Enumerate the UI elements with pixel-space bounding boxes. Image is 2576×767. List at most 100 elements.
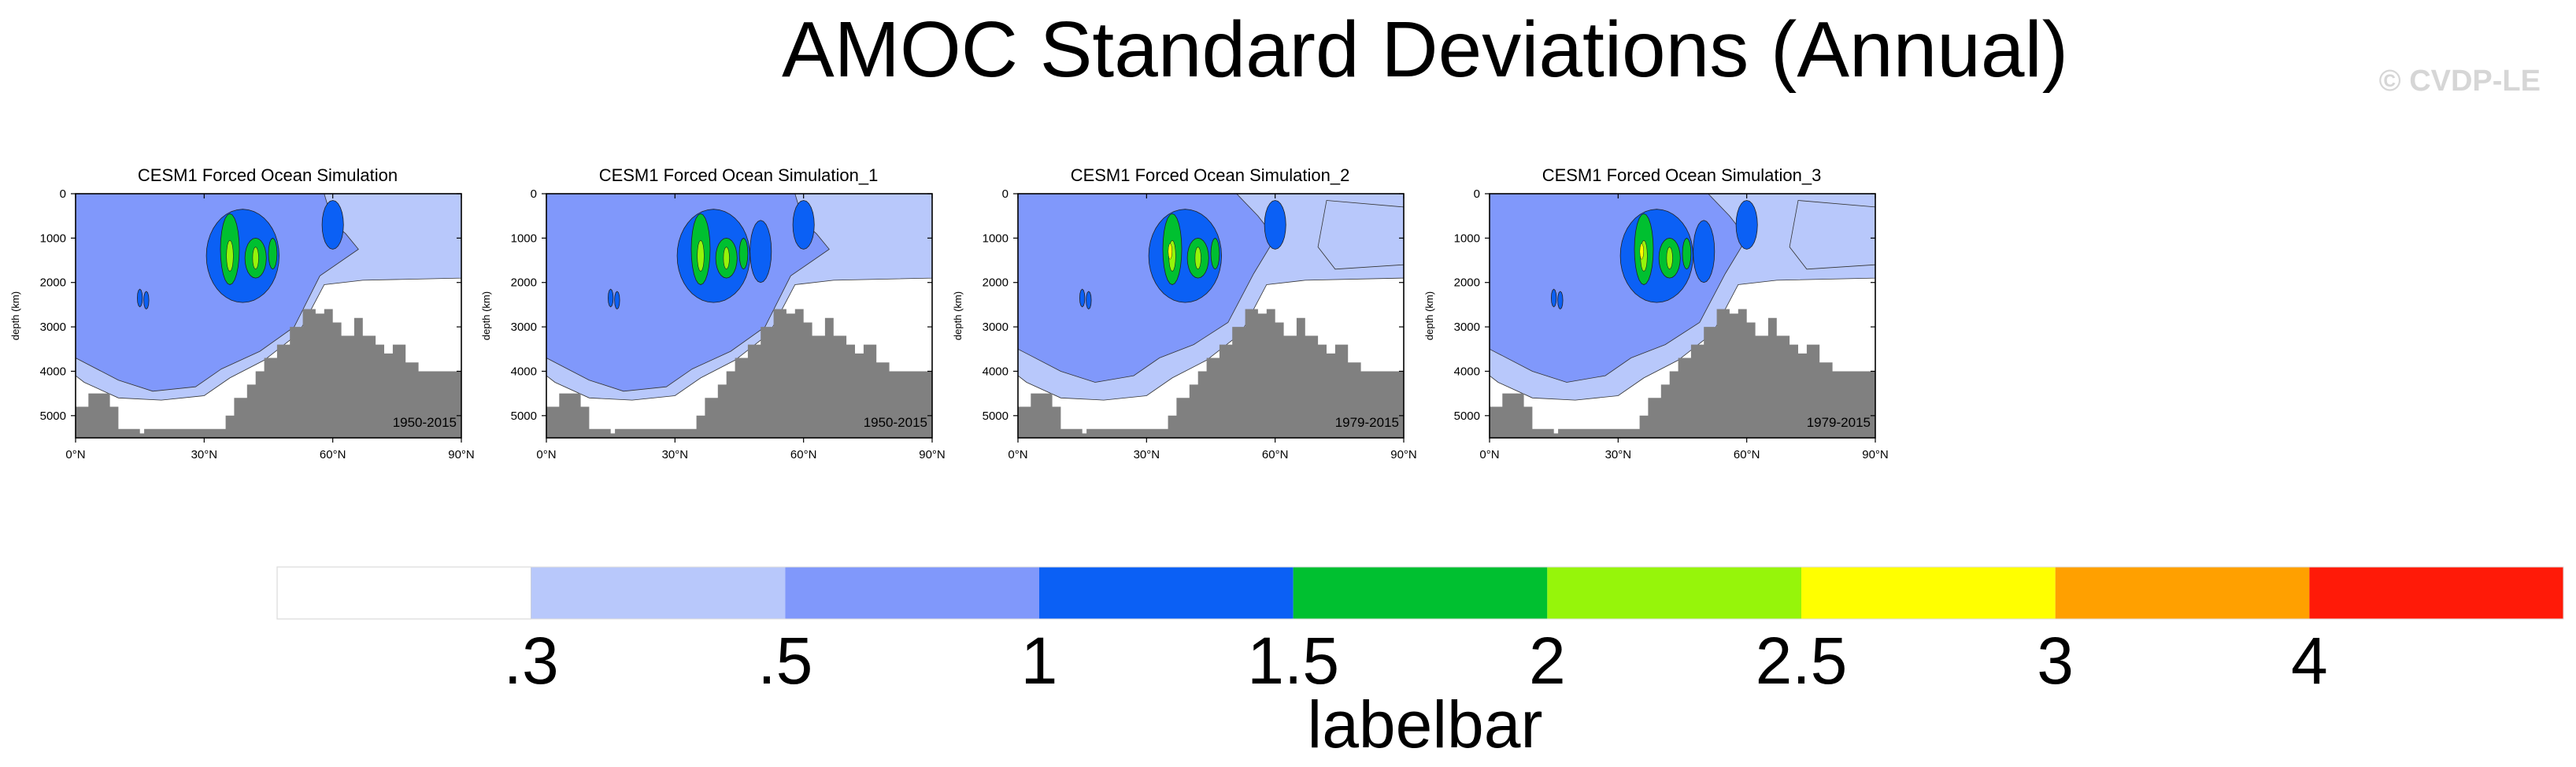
labelbar-title: labelbar xyxy=(1307,687,1543,761)
y-tick-label: 1000 xyxy=(511,232,537,245)
panel-title: CESM1 Forced Ocean Simulation xyxy=(137,165,398,185)
period-label: 1979-2015 xyxy=(1807,415,1871,430)
y-tick-label: 4000 xyxy=(40,365,66,378)
y-tick-label: 0 xyxy=(1002,187,1009,201)
labelbar-tick-label: 3 xyxy=(2037,624,2074,698)
y-tick-label: 5000 xyxy=(1454,409,1480,423)
contour-level-2 xyxy=(723,246,730,270)
y-tick-label: 3000 xyxy=(511,321,537,334)
contour-level-1 xyxy=(1086,291,1092,310)
y-tick-label: 2000 xyxy=(40,276,66,290)
contour-level-2 xyxy=(697,239,705,272)
y-tick-label: 3000 xyxy=(40,321,66,334)
panel-title: CESM1 Forced Ocean Simulation_3 xyxy=(1542,165,1822,185)
y-tick-label: 3000 xyxy=(983,321,1009,334)
labelbar-plot: .3 .5 1 1.5 2 2.5 3 4 xyxy=(276,566,2564,698)
panel-4: CESM1 Forced Ocean Simulation_3 0°N 30°N 6… xyxy=(1419,162,1889,485)
contour-level-1 xyxy=(1735,200,1758,250)
contour-level-2.5 xyxy=(1639,243,1644,260)
x-tick-label: 30°N xyxy=(1605,448,1632,461)
contour-level-1 xyxy=(1557,291,1564,310)
x-tick-label: 30°N xyxy=(1134,448,1160,461)
contour-level-1 xyxy=(614,291,620,310)
labelbar-box xyxy=(2309,567,2563,619)
period-label: 1950-2015 xyxy=(864,415,927,430)
bathymetry xyxy=(1490,309,1875,438)
contour-level-2 xyxy=(226,239,234,272)
labelbar: .3 .5 1 1.5 2 2.5 3 4 xyxy=(276,565,2564,754)
plot-frame xyxy=(546,193,933,439)
plot-area: 0°N 30°N 60°N 90°N 0 1000 2000 3000 4000 5000 dept… xyxy=(1423,187,1889,461)
y-tick-label: 0 xyxy=(531,187,537,201)
labelbar-tick-label: 4 xyxy=(2291,624,2328,698)
contour-level-1 xyxy=(792,200,815,250)
watermark: © CVDP-LE xyxy=(2378,65,2541,98)
x-tick-label: 0°N xyxy=(536,448,556,461)
x-tick-label: 90°N xyxy=(1862,448,1889,461)
contour-level-1 xyxy=(136,288,143,308)
x-tick-label: 60°N xyxy=(1262,448,1289,461)
contour-level-1 xyxy=(1693,220,1715,283)
y-tick-label: 5000 xyxy=(983,409,1009,423)
y-tick-label: 1000 xyxy=(983,232,1009,245)
y-tick-label: 2000 xyxy=(1454,276,1480,290)
panel-plot: 0°N 30°N 60°N 90°N 0 1000 2000 3000 4000 5000 dept… xyxy=(1423,187,1889,461)
contour-level-1.5 xyxy=(1682,237,1692,270)
x-tick-label: 30°N xyxy=(662,448,689,461)
contour-level-1 xyxy=(143,291,150,310)
panel-title: CESM1 Forced Ocean Simulation_2 xyxy=(1070,165,1350,185)
y-axis-label: depth (km) xyxy=(480,291,492,340)
contour-level-1 xyxy=(1079,288,1086,308)
panel-3: CESM1 Forced Ocean Simulation_2 0°N 30°N 6… xyxy=(947,162,1417,485)
y-tick-label: 2000 xyxy=(983,276,1009,290)
x-tick-label: 90°N xyxy=(919,448,946,461)
labelbar-tick-label: 2 xyxy=(1529,624,1566,698)
y-tick-label: 5000 xyxy=(511,409,537,423)
contour-level-1 xyxy=(749,220,772,283)
labelbar-tick-label: 1.5 xyxy=(1247,624,1339,698)
y-tick-label: 4000 xyxy=(1454,365,1480,378)
x-tick-label: 90°N xyxy=(448,448,475,461)
contour-level-2 xyxy=(252,246,259,270)
plot-area: 0°N 30°N 60°N 90°N 0 1000 2000 3000 4000 5000 dept… xyxy=(480,187,946,461)
labelbar-box xyxy=(1801,567,2056,619)
bathymetry xyxy=(546,309,932,438)
bathymetry xyxy=(76,309,461,438)
panel-plot: 0°N 30°N 60°N 90°N 0 1000 2000 3000 4000 5000 dept… xyxy=(952,187,1417,461)
y-tick-label: 2000 xyxy=(511,276,537,290)
labelbar-box xyxy=(2055,567,2310,619)
period-label: 1979-2015 xyxy=(1335,415,1399,430)
labelbar-box xyxy=(1293,567,1548,619)
plot-frame xyxy=(1017,193,1405,439)
contour-level-0.3 xyxy=(1317,200,1405,270)
x-tick-label: 60°N xyxy=(320,448,346,461)
contour-level-1.5 xyxy=(738,237,749,270)
plot-frame xyxy=(75,193,462,439)
contour-level-2 xyxy=(1666,246,1673,270)
contour-level-1 xyxy=(1264,200,1286,250)
x-tick-label: 0°N xyxy=(65,448,85,461)
contour-level-1 xyxy=(1550,288,1557,308)
bathymetry xyxy=(1018,309,1404,438)
y-tick-label: 3000 xyxy=(1454,321,1480,334)
y-tick-label: 5000 xyxy=(40,409,66,423)
labelbar-tick-label: 1 xyxy=(1021,624,1058,698)
contour-level-2 xyxy=(1194,246,1201,270)
plot-area: 0°N 30°N 60°N 90°N 0 1000 2000 3000 4000 5000 dept… xyxy=(9,187,475,461)
contour-level-1 xyxy=(205,209,280,303)
y-tick-label: 4000 xyxy=(983,365,1009,378)
x-tick-label: 90°N xyxy=(1390,448,1417,461)
labelbar-tick-label: 2.5 xyxy=(1756,624,1848,698)
panel-plot: 0°N 30°N 60°N 90°N 0 1000 2000 3000 4000 5000 dept… xyxy=(9,187,475,461)
y-tick-label: 1000 xyxy=(1454,232,1480,245)
labelbar-tick-label: .5 xyxy=(757,624,812,698)
y-axis-label: depth (km) xyxy=(9,291,21,340)
plot-frame xyxy=(1489,193,1876,439)
panel-2: CESM1 Forced Ocean Simulation_1 0°N 30°N 6… xyxy=(476,162,946,485)
x-tick-label: 0°N xyxy=(1008,448,1027,461)
labelbar-box xyxy=(1039,567,1294,619)
x-tick-label: 60°N xyxy=(790,448,817,461)
contour-level-1 xyxy=(321,200,344,250)
contour-level-1 xyxy=(1619,209,1694,303)
